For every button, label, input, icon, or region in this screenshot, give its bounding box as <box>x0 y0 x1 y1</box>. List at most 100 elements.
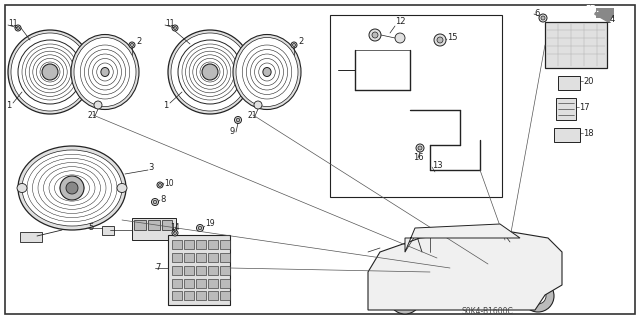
Circle shape <box>530 288 546 304</box>
Bar <box>208 291 218 300</box>
Bar <box>184 266 194 275</box>
Circle shape <box>94 101 102 109</box>
Circle shape <box>522 280 554 312</box>
Bar <box>220 266 230 275</box>
Circle shape <box>541 16 545 20</box>
Circle shape <box>234 116 241 123</box>
Ellipse shape <box>101 68 109 77</box>
Bar <box>196 291 206 300</box>
Text: 12: 12 <box>395 18 406 26</box>
Text: 1: 1 <box>6 100 12 109</box>
Circle shape <box>254 101 262 109</box>
Circle shape <box>129 42 135 48</box>
Text: 20: 20 <box>583 77 593 85</box>
Text: 15: 15 <box>447 33 458 41</box>
Bar <box>134 220 146 230</box>
Bar <box>220 291 230 300</box>
Bar <box>172 266 182 275</box>
Circle shape <box>402 295 408 301</box>
Text: 2: 2 <box>136 38 141 47</box>
Text: 9: 9 <box>230 128 236 137</box>
Text: 16: 16 <box>413 153 424 162</box>
Bar <box>208 279 218 288</box>
Text: 1: 1 <box>163 100 168 109</box>
Bar <box>556 98 576 120</box>
Bar <box>208 253 218 262</box>
Polygon shape <box>405 224 520 252</box>
Circle shape <box>172 230 178 236</box>
Bar <box>162 220 172 230</box>
Bar <box>208 266 218 275</box>
Bar <box>172 253 182 262</box>
Bar <box>102 226 114 235</box>
Polygon shape <box>368 230 562 310</box>
Text: S0K4-B1600C: S0K4-B1600C <box>462 307 514 315</box>
Text: 19: 19 <box>205 219 214 228</box>
Circle shape <box>372 32 378 38</box>
Ellipse shape <box>74 38 136 107</box>
Bar <box>172 279 182 288</box>
Circle shape <box>173 232 177 234</box>
Bar <box>20 232 42 242</box>
Circle shape <box>60 176 84 200</box>
Text: 6: 6 <box>534 10 540 19</box>
Circle shape <box>397 290 413 306</box>
Text: 7: 7 <box>155 263 161 272</box>
Ellipse shape <box>17 183 27 192</box>
Bar <box>184 291 194 300</box>
Text: FR.: FR. <box>585 5 599 14</box>
Bar <box>172 291 182 300</box>
Circle shape <box>389 282 421 314</box>
Ellipse shape <box>233 34 301 109</box>
Circle shape <box>437 37 443 43</box>
Bar <box>558 76 580 90</box>
Text: 8: 8 <box>160 196 165 204</box>
Bar <box>172 240 182 249</box>
Circle shape <box>535 293 541 299</box>
Circle shape <box>539 14 547 22</box>
Bar <box>168 235 230 305</box>
Circle shape <box>196 225 204 232</box>
Circle shape <box>153 200 157 204</box>
Bar <box>554 128 580 142</box>
Ellipse shape <box>117 183 127 192</box>
Circle shape <box>157 182 163 188</box>
Circle shape <box>168 30 252 114</box>
Ellipse shape <box>18 146 126 230</box>
Bar <box>184 279 194 288</box>
Text: 11: 11 <box>165 19 175 28</box>
Bar <box>208 240 218 249</box>
Bar <box>220 279 230 288</box>
Circle shape <box>159 183 161 187</box>
Text: 17: 17 <box>579 102 589 112</box>
Circle shape <box>11 33 89 111</box>
Text: 10: 10 <box>164 179 173 188</box>
Text: 5: 5 <box>88 224 93 233</box>
Text: 2: 2 <box>298 38 303 47</box>
Text: 14: 14 <box>170 224 180 233</box>
Circle shape <box>291 42 297 48</box>
Ellipse shape <box>236 38 298 107</box>
Bar <box>196 253 206 262</box>
Bar <box>545 22 607 68</box>
Text: 21: 21 <box>248 112 257 121</box>
Bar <box>196 279 206 288</box>
Circle shape <box>416 144 424 152</box>
FancyArrow shape <box>595 10 611 22</box>
Circle shape <box>395 33 405 43</box>
Bar <box>148 220 160 230</box>
Circle shape <box>236 118 240 122</box>
Circle shape <box>15 25 21 31</box>
Circle shape <box>172 25 178 31</box>
Text: 11: 11 <box>8 19 17 28</box>
Circle shape <box>42 64 58 80</box>
Circle shape <box>8 30 92 114</box>
Bar <box>196 240 206 249</box>
Circle shape <box>434 34 446 46</box>
Ellipse shape <box>22 150 122 226</box>
Bar <box>220 253 230 262</box>
Bar <box>220 240 230 249</box>
Circle shape <box>171 33 249 111</box>
Circle shape <box>152 198 159 205</box>
Text: 3: 3 <box>148 164 154 173</box>
